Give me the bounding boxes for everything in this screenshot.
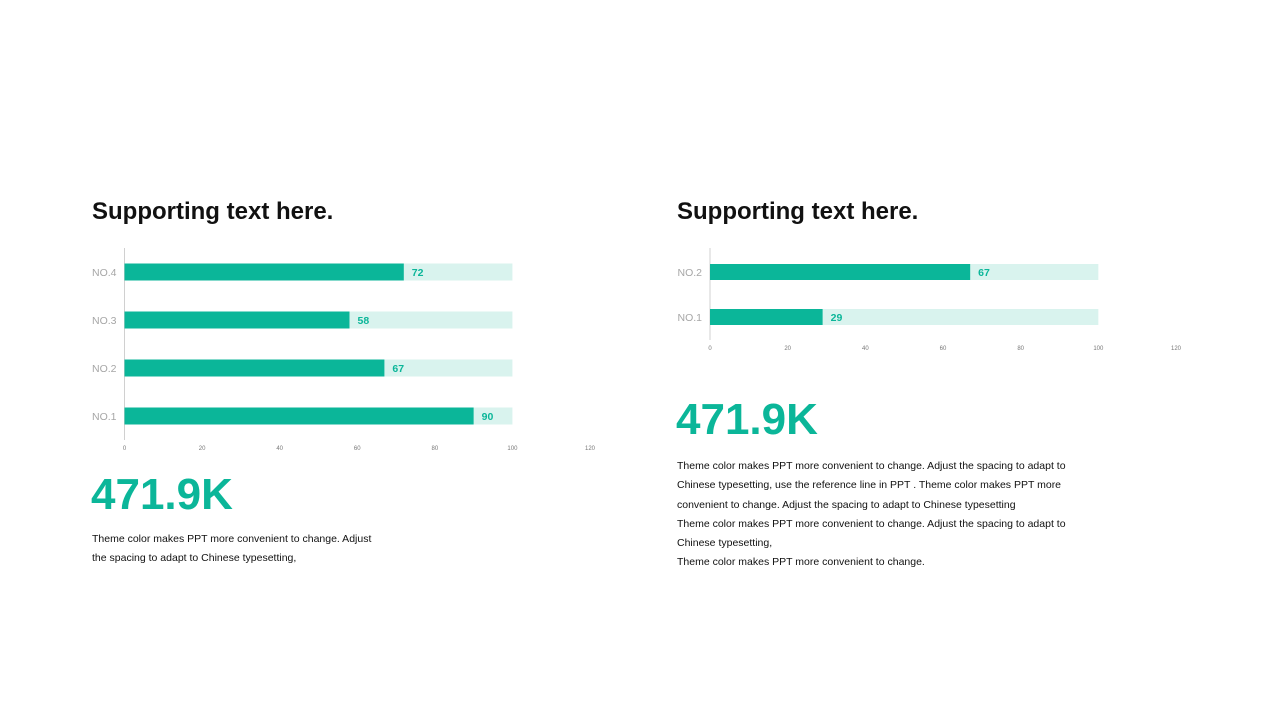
bar-value bbox=[124, 407, 474, 425]
x-tick-label: 80 bbox=[1017, 346, 1024, 352]
body-line: Theme color makes PPT more convenient to… bbox=[677, 460, 1066, 472]
left-stat-value: 471.9K bbox=[91, 470, 233, 519]
data-label: 72 bbox=[412, 267, 424, 279]
body-line: Theme color makes PPT more convenient to… bbox=[677, 556, 925, 569]
data-label: 58 bbox=[357, 315, 369, 327]
x-tick-label: 120 bbox=[585, 446, 596, 452]
category-label: NO.2 bbox=[92, 363, 117, 375]
body-line: Theme color makes PPT more convenient to… bbox=[677, 517, 1066, 530]
right-heading: Supporting text here. bbox=[677, 198, 919, 225]
body-line: Theme color makes PPT more convenient to… bbox=[92, 533, 372, 545]
left-body-text: Theme color makes PPT more convenient to… bbox=[92, 530, 371, 569]
x-tick-label: 80 bbox=[431, 446, 438, 452]
bar-value bbox=[710, 309, 823, 325]
data-label: 67 bbox=[978, 267, 990, 279]
left-heading: Supporting text here. bbox=[92, 198, 334, 225]
x-tick-label: 120 bbox=[1171, 346, 1182, 352]
body-line: the spacing to adapt to Chinese typesett… bbox=[92, 552, 297, 565]
category-label: NO.1 bbox=[677, 312, 702, 324]
category-label: NO.2 bbox=[677, 267, 702, 279]
right-stat-value: 471.9K bbox=[676, 395, 818, 444]
body-line: Chinese typesetting, use the reference l… bbox=[677, 479, 1062, 492]
x-tick-label: 60 bbox=[940, 346, 947, 352]
bar-value bbox=[124, 359, 385, 377]
x-tick-label: 40 bbox=[276, 446, 283, 452]
bar-value bbox=[124, 311, 350, 329]
x-tick-label: 20 bbox=[199, 446, 206, 452]
x-tick-label: 0 bbox=[708, 346, 712, 352]
x-tick-label: 40 bbox=[862, 346, 869, 352]
body-line: convenient to change. Adjust the spacing… bbox=[677, 498, 1016, 511]
data-label: 29 bbox=[831, 312, 843, 324]
body-line: Chinese typesetting, bbox=[677, 537, 773, 550]
data-label: 90 bbox=[482, 411, 494, 423]
right-body-text: Theme color makes PPT more convenient to… bbox=[677, 457, 1066, 573]
bar-value bbox=[710, 264, 971, 280]
x-tick-label: 60 bbox=[354, 446, 361, 452]
category-label: NO.1 bbox=[92, 411, 117, 423]
category-label: NO.3 bbox=[92, 315, 117, 327]
data-label: 67 bbox=[392, 363, 404, 375]
x-tick-label: 100 bbox=[1093, 346, 1104, 352]
x-tick-label: 20 bbox=[784, 346, 791, 352]
left-panel: Supporting text here. bbox=[92, 196, 632, 228]
bar-value bbox=[124, 263, 404, 281]
category-label: NO.4 bbox=[92, 267, 117, 279]
x-tick-label: 100 bbox=[507, 446, 518, 452]
x-tick-label: 0 bbox=[123, 446, 127, 452]
right-panel: Supporting text here. bbox=[677, 196, 1217, 228]
